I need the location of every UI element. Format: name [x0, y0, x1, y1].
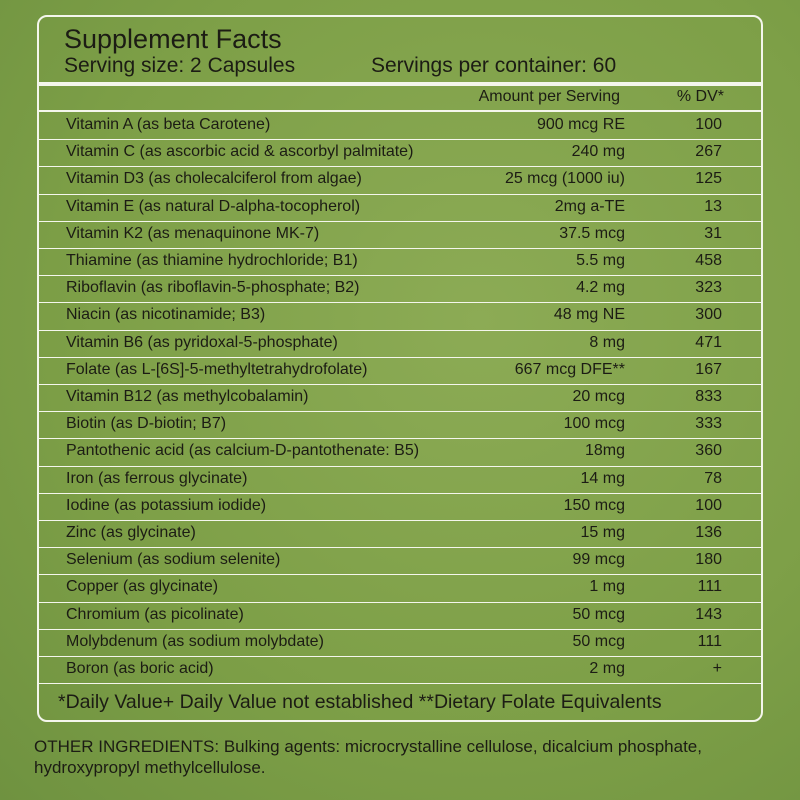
daily-value: 136 [695, 524, 722, 541]
nutrient-name: Selenium (as sodium selenite) [66, 551, 281, 569]
nutrient-name: Niacin (as nicotinamide; B3) [66, 306, 266, 324]
rule [39, 492, 761, 494]
daily-value: + [712, 660, 722, 677]
nutrient-name: Copper (as glycinate) [66, 578, 219, 596]
amount: 25 mcg (1000 iu) [504, 170, 625, 188]
column-header: Amount per Serving [478, 88, 620, 105]
amount: 48 mg NE [553, 306, 625, 324]
daily-value: 180 [695, 551, 722, 569]
amount: 15 mg [580, 524, 625, 541]
footnote: *Daily Value+ Daily Value not establishe… [58, 691, 662, 713]
daily-value: 31 [704, 224, 722, 242]
rule [39, 628, 761, 630]
daily-value: 100 [695, 116, 722, 133]
nutrient-name: Boron (as boric acid) [66, 660, 214, 677]
daily-value: 471 [695, 333, 722, 351]
amount: 240 mg [571, 143, 625, 161]
rule [39, 465, 761, 467]
amount: 900 mcg RE [536, 116, 625, 133]
facts-panel [37, 15, 763, 722]
nutrient-name: Biotin (as D-biotin; B7) [66, 415, 227, 433]
rule [39, 110, 761, 112]
amount: 1 mg [589, 578, 625, 596]
rule [39, 193, 761, 195]
nutrient-name: Vitamin C (as ascorbic acid & ascorbyl p… [66, 143, 414, 161]
nutrient-name: Vitamin E (as natural D-alpha-tocopherol… [66, 197, 361, 215]
rule [39, 574, 761, 576]
daily-value: 143 [695, 605, 722, 623]
thick-rule [39, 82, 761, 86]
rule [39, 302, 761, 304]
nutrient-name: Vitamin D3 (as cholecalciferol from alga… [66, 170, 362, 188]
nutrient-name: Molybdenum (as sodium molybdate) [66, 632, 324, 650]
nutrient-name: Vitamin B12 (as methylcobalamin) [66, 388, 309, 405]
daily-value: 300 [695, 306, 722, 324]
amount: 37.5 mcg [559, 224, 625, 242]
nutrient-name: Iodine (as potassium iodide) [66, 496, 267, 514]
daily-value: 13 [704, 197, 722, 215]
amount: 100 mcg [563, 415, 625, 433]
rule [39, 356, 761, 358]
rule [39, 411, 761, 413]
nutrient-name: Vitamin K2 (as menaquinone MK-7) [66, 224, 320, 242]
nutrient-name: Folate (as L-[6S]-5-methyltetrahydrofola… [66, 360, 368, 378]
serving-size: Serving size: 2 Capsules [64, 54, 296, 77]
rule [39, 656, 761, 657]
amount: 99 mcg [572, 551, 625, 569]
nutrient-name: Vitamin B6 (as pyridoxal-5-phosphate) [66, 333, 338, 351]
nutrient-name: Vitamin A (as beta Carotene) [66, 116, 271, 133]
amount: 20 mcg [572, 388, 625, 405]
daily-value: 111 [697, 632, 722, 650]
daily-value: 323 [695, 279, 722, 297]
amount: 2mg a-TE [554, 197, 625, 215]
rule [39, 275, 761, 277]
daily-value: 78 [704, 469, 722, 487]
nutrient-name: Chromium (as picolinate) [66, 605, 244, 623]
rule [39, 438, 761, 440]
daily-value: 111 [697, 578, 722, 596]
rule [39, 166, 761, 168]
amount: 5.5 mg [576, 252, 625, 269]
amount: 2 mg [589, 660, 625, 677]
rule [39, 547, 761, 549]
nutrient-name: Pantothenic acid (as calcium-D-pantothen… [66, 442, 420, 460]
amount: 150 mcg [563, 496, 625, 514]
daily-value: 333 [695, 415, 722, 433]
daily-value: 125 [695, 170, 722, 188]
daily-value: 360 [695, 442, 722, 460]
nutrient-name: Iron (as ferrous glycinate) [66, 469, 248, 487]
other-ingredients: OTHER INGREDIENTS: Bulking agents: micro… [34, 737, 702, 777]
rule [39, 220, 761, 222]
daily-value: 833 [695, 388, 722, 405]
servings: Servings per container: 60 [371, 54, 617, 77]
rule [39, 384, 761, 385]
amount: 50 mcg [572, 605, 625, 623]
rule [39, 329, 761, 331]
rule [39, 683, 761, 685]
amount: 14 mg [580, 469, 625, 487]
daily-value: 458 [695, 252, 722, 269]
daily-value: 100 [695, 496, 722, 514]
amount: 8 mg [589, 333, 625, 351]
amount: 667 mcg DFE** [514, 360, 625, 378]
title: Supplement Facts [64, 24, 282, 54]
rule [39, 248, 761, 249]
rule [39, 520, 761, 521]
nutrient-name: Riboflavin (as riboflavin-5-phosphate; B… [66, 279, 360, 297]
daily-value: 167 [695, 360, 722, 378]
daily-value: 267 [695, 143, 722, 161]
rule [39, 601, 761, 603]
amount: 18mg [584, 442, 625, 460]
amount: 50 mcg [572, 632, 625, 650]
column-header: % DV* [676, 88, 724, 105]
nutrient-name: Zinc (as glycinate) [66, 524, 196, 541]
nutrient-name: Thiamine (as thiamine hydrochloride; B1) [66, 252, 358, 269]
amount: 4.2 mg [576, 279, 625, 297]
rule [39, 139, 761, 141]
